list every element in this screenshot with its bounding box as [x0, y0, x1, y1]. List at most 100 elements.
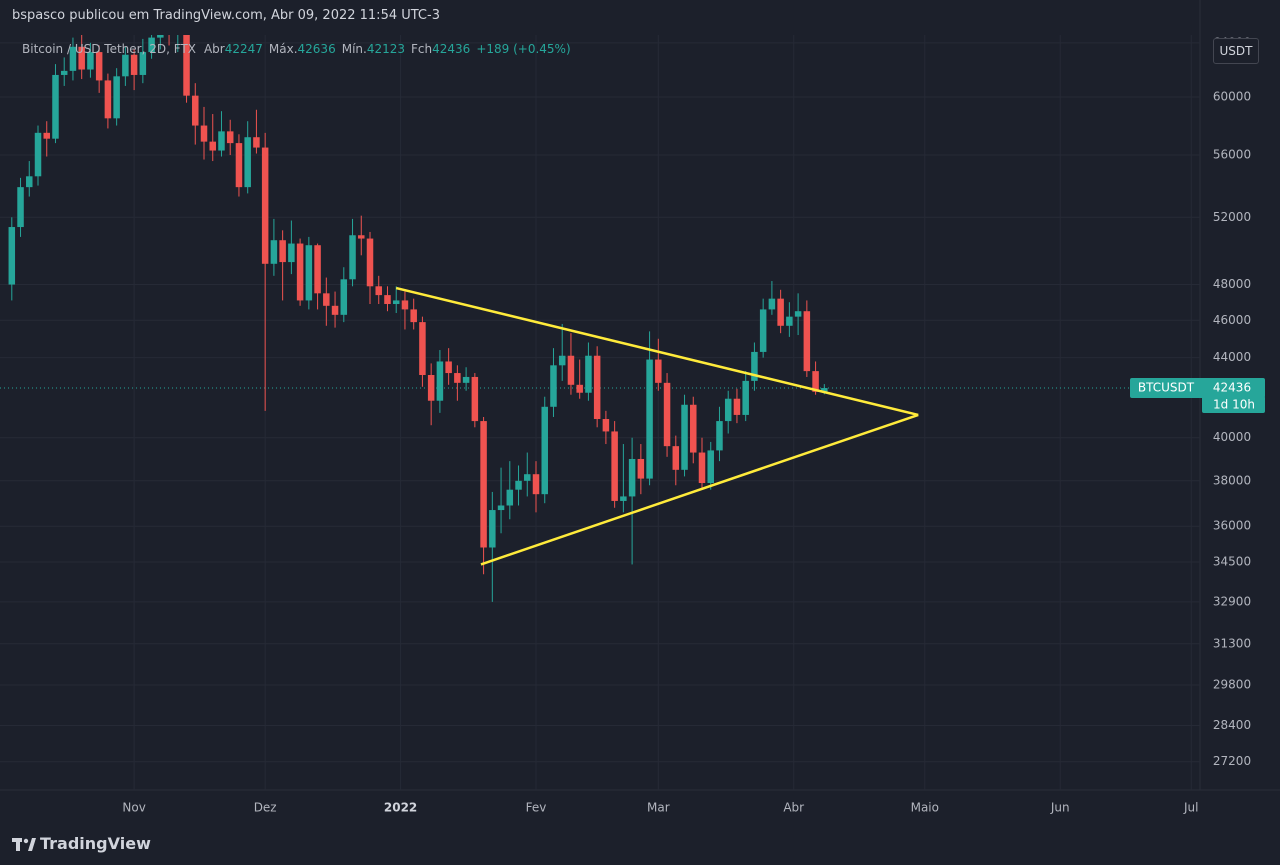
open-label: Abr [203, 42, 225, 56]
candle-body [690, 404, 697, 453]
candle-body [52, 74, 59, 139]
symbol-name: Bitcoin / USD Tether, 2D, FTX [22, 42, 196, 56]
candle-body [384, 295, 391, 305]
open-value: 42247 [224, 42, 263, 56]
candle-body [148, 37, 155, 53]
candle-body [489, 510, 496, 548]
candle-body [759, 309, 767, 352]
low-value: 42123 [366, 42, 406, 56]
candle-body [95, 52, 103, 81]
candle-body [113, 76, 120, 119]
y-tick-label: 32900 [1213, 594, 1251, 608]
candle-body [17, 187, 24, 228]
candle-body [445, 361, 452, 374]
candle-body [349, 235, 356, 280]
candle-body [585, 355, 592, 393]
high-value: 42636 [297, 42, 336, 56]
candle-body [628, 458, 636, 497]
candle-body [200, 125, 208, 142]
x-tick-label: Mar [647, 801, 670, 815]
y-tick-label: 48000 [1213, 277, 1251, 291]
candle-body [226, 131, 234, 144]
countdown-box [1202, 396, 1265, 414]
candle-body [340, 279, 348, 315]
candle-body [655, 359, 662, 383]
y-tick-label: 27200 [1213, 754, 1251, 768]
candle-body [698, 452, 706, 484]
candle-body [672, 446, 680, 470]
candle-body [401, 300, 409, 310]
candle-body [270, 240, 278, 264]
candle-body [593, 355, 601, 420]
candle-body [506, 489, 514, 506]
plot-area [0, 25, 1200, 602]
candle-body [8, 227, 16, 285]
candle-body [620, 496, 627, 501]
candle-body [471, 376, 479, 422]
candle-body [358, 235, 365, 239]
candle-body [218, 131, 225, 151]
candle-body [157, 35, 164, 38]
candle-body [288, 243, 295, 263]
candle-body [637, 458, 645, 479]
candle-body [183, 35, 190, 96]
candle-body [69, 46, 77, 71]
candle-body [279, 240, 286, 263]
trendline [395, 286, 919, 417]
y-tick-label: 28400 [1213, 718, 1251, 732]
y-tick-label: 38000 [1213, 473, 1251, 487]
y-tick-label: 44000 [1213, 350, 1251, 364]
candle-body [78, 46, 85, 70]
candle-body [751, 351, 758, 381]
candle-body [305, 245, 313, 301]
brand-name: TradingView [40, 834, 151, 853]
x-tick-label: Fev [526, 801, 547, 815]
candle-body [515, 480, 522, 490]
high-label: Máx. [268, 42, 298, 56]
candle-body [261, 147, 269, 264]
candle-body [480, 421, 487, 548]
candle-body [253, 137, 260, 148]
candle-body [707, 450, 714, 484]
candle-body [26, 176, 33, 188]
candle-body [812, 371, 819, 392]
candle-body [646, 359, 653, 479]
candle-body [296, 243, 304, 301]
close-label: Fch [411, 42, 433, 56]
candle-body [576, 384, 583, 393]
x-tick-label: Abr [783, 801, 804, 815]
candle-body [130, 54, 138, 75]
candle-body [34, 132, 42, 177]
last-price-box [1130, 378, 1265, 399]
symbol-label: BTCUSDT [1138, 381, 1195, 395]
candle-body [122, 54, 129, 77]
candle-body [550, 365, 557, 407]
candle-body [733, 398, 741, 415]
currency-button[interactable]: USDT [1213, 38, 1259, 64]
y-tick-label: 56000 [1213, 148, 1251, 162]
x-tick-label: Nov [122, 801, 145, 815]
candle-body [235, 143, 243, 188]
candle-body [104, 80, 112, 119]
candle-body [244, 137, 251, 188]
candle-body [716, 421, 723, 451]
candle-body [786, 316, 793, 326]
candle-body [175, 25, 182, 31]
y-tick-label: 40000 [1213, 430, 1251, 444]
candle-body [681, 404, 688, 470]
change-value: +189 (+0.45%) [476, 42, 571, 56]
candle-body [742, 380, 749, 415]
trendline [480, 413, 919, 566]
candle-body [410, 309, 417, 323]
close-value: 42436 [432, 42, 471, 56]
candle-body [139, 52, 147, 75]
x-tick-label: Jun [1050, 801, 1070, 815]
candle-body [392, 300, 400, 305]
y-tick-label: 29800 [1213, 678, 1251, 692]
candle-body [611, 431, 618, 501]
candle-body [375, 286, 382, 296]
candle-body [602, 419, 610, 432]
countdown-label: 1d 10h [1213, 398, 1255, 412]
candle-body [777, 298, 784, 326]
